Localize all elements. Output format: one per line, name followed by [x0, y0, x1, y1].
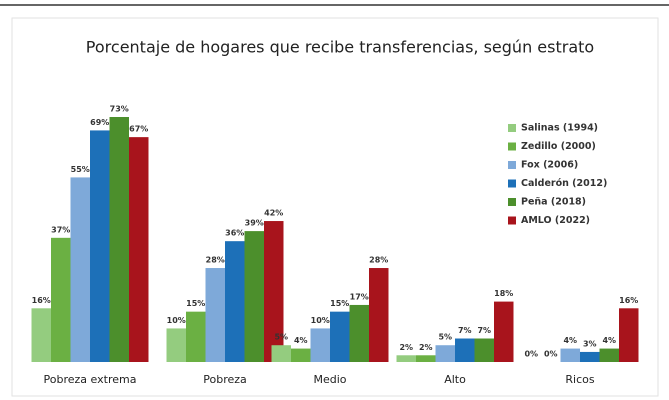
value-label: 15%: [186, 299, 205, 308]
value-label: 4%: [602, 336, 616, 345]
bar: [369, 268, 389, 362]
bar: [310, 328, 330, 362]
x-tick-label: Pobreza: [203, 373, 247, 386]
bar: [225, 241, 245, 362]
bar: [416, 355, 436, 362]
bar: [330, 311, 350, 362]
value-label: 69%: [90, 118, 109, 127]
legend-label: Calderón (2012): [521, 178, 607, 189]
bar: [205, 268, 225, 362]
value-label: 2%: [399, 343, 413, 352]
value-label: 5%: [438, 333, 452, 342]
value-label: 0%: [524, 350, 538, 359]
legend-label: Salinas (1994): [521, 123, 598, 134]
chart-title: Porcentaje de hogares que recibe transfe…: [86, 38, 594, 57]
legend-swatch: [508, 216, 516, 225]
bar: [70, 177, 90, 362]
value-label: 4%: [563, 336, 577, 345]
value-label: 36%: [225, 229, 244, 238]
bar: [166, 328, 186, 362]
value-label: 16%: [619, 296, 638, 305]
legend-swatch: [508, 124, 516, 132]
value-label: 55%: [71, 165, 90, 174]
legend-swatch: [508, 179, 516, 188]
value-label: 67%: [129, 125, 148, 134]
legend-label: Peña (2018): [521, 197, 586, 208]
value-label: 10%: [311, 316, 330, 325]
value-label: 18%: [494, 289, 513, 298]
value-label: 7%: [458, 326, 472, 335]
bar: [599, 348, 619, 362]
value-label: 16%: [32, 296, 51, 305]
legend-label: Zedillo (2000): [521, 141, 596, 152]
bar: [264, 221, 284, 362]
bar: [474, 338, 494, 362]
bar: [349, 304, 369, 362]
bar: [455, 338, 475, 362]
bar: [90, 130, 110, 362]
legend-swatch: [508, 161, 516, 169]
x-tick-label: Pobreza extrema: [44, 373, 137, 386]
value-label: 15%: [330, 299, 349, 308]
value-label: 10%: [167, 316, 186, 325]
value-label: 2%: [419, 343, 433, 352]
bar: [186, 311, 206, 362]
bar: [31, 308, 51, 362]
value-label: 4%: [294, 336, 308, 345]
bar: [244, 231, 264, 362]
legend-label: Fox (2006): [521, 160, 578, 171]
value-label: 17%: [350, 292, 369, 301]
legend-swatch: [508, 198, 516, 206]
bar: [560, 348, 580, 362]
bar: [129, 137, 149, 362]
value-label: 42%: [264, 209, 283, 218]
value-label: 3%: [583, 339, 597, 348]
bar: [580, 351, 600, 362]
bar: [396, 355, 416, 362]
value-label: 0%: [544, 350, 558, 359]
x-tick-label: Medio: [313, 373, 346, 386]
bar: [494, 301, 514, 362]
bar: [291, 348, 311, 362]
value-label: 39%: [245, 219, 264, 228]
value-label: 73%: [110, 105, 129, 114]
bar: [51, 237, 71, 362]
value-label: 7%: [477, 326, 491, 335]
bar: [109, 117, 129, 362]
value-label: 28%: [206, 256, 225, 265]
bar: [619, 308, 639, 362]
legend-label: AMLO (2022): [521, 215, 590, 226]
x-tick-label: Alto: [444, 373, 466, 386]
value-label: 37%: [51, 225, 70, 234]
legend-swatch: [508, 142, 516, 151]
value-label: 5%: [274, 333, 288, 342]
x-tick-label: Ricos: [565, 373, 594, 386]
bar: [271, 345, 291, 362]
bar: [435, 345, 455, 362]
value-label: 28%: [369, 256, 388, 265]
